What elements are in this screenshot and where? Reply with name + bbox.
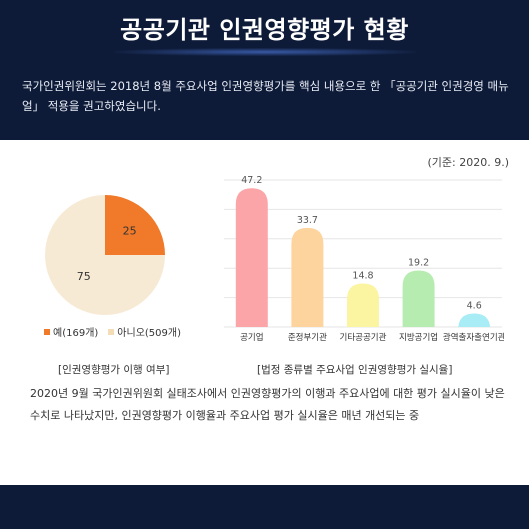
bar-value-label-2: 14.8 <box>352 270 373 281</box>
legend-swatch-0 <box>44 328 50 335</box>
pie-value-label-1: 75 <box>77 270 91 283</box>
bar-category-label-4: 광역출자출연기관 <box>443 332 504 343</box>
bar-2 <box>347 283 379 327</box>
bar-0 <box>235 188 268 327</box>
title-glow <box>114 48 416 56</box>
bar-3 <box>402 270 435 327</box>
bar-category-label-2: 기타공공기관 <box>340 332 387 343</box>
pie-legend: 예(169개) 아니오(509개) <box>44 324 181 339</box>
pie-slice-0 <box>105 195 165 255</box>
legend-item-0: 예(169개) <box>44 324 98 339</box>
pie-slice-1 <box>45 195 165 315</box>
bar-value-label-4: 4.6 <box>467 300 482 311</box>
page-title: 공공기관 인권영향평가 현황 <box>120 16 409 44</box>
bar-1 <box>291 227 324 327</box>
footer-band <box>0 485 529 529</box>
bar-value-label-1: 33.7 <box>297 215 318 226</box>
bar-4 <box>458 313 491 330</box>
bar-category-label-0: 공기업 <box>240 333 263 343</box>
pie-chart: 25 75 <box>45 195 165 315</box>
bar-value-label-0: 47.2 <box>241 175 262 186</box>
legend-item-1: 아니오(509개) <box>108 324 181 339</box>
bar-category-label-1: 준정부기관 <box>288 332 327 343</box>
legend-swatch-1 <box>108 328 115 335</box>
pie-caption: [인권영향평가 이행 여부] <box>58 364 170 376</box>
bar-caption: [법정 종류별 주요사업 인권영향평가 실시율] <box>257 364 453 376</box>
header: 공공기관 인권영향평가 현황 국가인권위원회는 2018년 8월 주요사업 인권… <box>0 0 529 140</box>
legend-label-1: 아니오(509개) <box>117 328 181 339</box>
bar-chart: 47.2 공기업 33.7 준정부기관 14.8 기타공공기관 19.2 지방공기업 4.6 광역… <box>224 175 504 343</box>
bar-value-label-3: 19.2 <box>408 258 429 269</box>
bar-category-label-3: 지방공기업 <box>399 332 438 343</box>
content-panel: (기준: 2020. 9.) 25 75 예(169개) 아니오(509개) [인권… <box>0 140 529 485</box>
legend-label-0: 예(169개) <box>53 328 99 339</box>
summary-text: 2020년 9월 국가인권위원회 실태조사에서 인권영향평가의 이행과 주요사업… <box>30 387 505 422</box>
intro-text: 국가인권위원회는 2018년 8월 주요사업 인권영향평가를 핵심 내용으로 한… <box>22 79 509 113</box>
basis-date: (기준: 2020. 9.) <box>427 156 509 169</box>
pie-value-label-0: 25 <box>123 224 137 237</box>
